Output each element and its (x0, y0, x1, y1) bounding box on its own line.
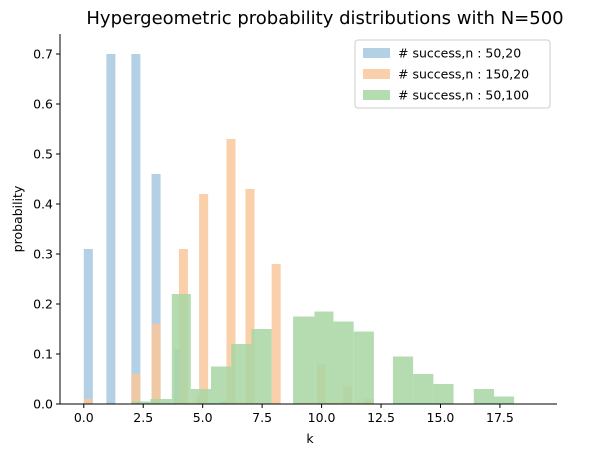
y-axis-label: probability (10, 185, 25, 252)
legend-label-2: # success,n : 150,20 (398, 67, 529, 82)
y-tick-label: 0.1 (33, 347, 53, 362)
x-tick-label: 15.0 (427, 410, 455, 425)
series-1-bar-3 (131, 54, 141, 404)
series-3-bar-11 (353, 331, 374, 404)
series-3-bar-16 (493, 396, 515, 404)
series-3-bar-9 (314, 311, 334, 404)
series-3-bar-4 (190, 389, 211, 404)
series-3-bar-7 (251, 329, 272, 404)
series-3-bar-14 (433, 384, 454, 404)
series-2-bar-8 (271, 264, 281, 404)
y-tick-label: 0.2 (33, 297, 53, 312)
x-tick-label: 0.0 (74, 410, 94, 425)
y-tick-label: 0.4 (33, 197, 53, 212)
x-tick-label: 12.5 (367, 410, 395, 425)
chart-legend: # success,n : 50,20 # success,n : 150,20 #… (354, 39, 551, 109)
y-tick-label: 0.5 (33, 147, 53, 162)
series-2-bar-6 (226, 139, 236, 404)
series-3-bar-13 (413, 374, 434, 404)
series-2-bar-7 (245, 189, 255, 404)
series-3-bars (131, 294, 515, 404)
legend-swatch-1 (363, 48, 390, 58)
y-tick-label: 0.3 (33, 247, 53, 262)
series-2-bar-5 (199, 194, 209, 404)
series-2-bar-3 (151, 324, 161, 404)
x-tick-label: 5.0 (193, 410, 213, 425)
legend-label-3: # success,n : 50,100 (398, 88, 529, 103)
x-axis-ticks: 0.0 2.5 5.0 7.5 10.0 12.5 15.0 17.5 (74, 404, 514, 425)
legend-swatch-3 (363, 90, 390, 100)
plot-bars (83, 54, 515, 404)
legend-swatch-2 (363, 69, 390, 79)
legend-frame (354, 39, 551, 109)
y-tick-label: 0.7 (33, 47, 53, 62)
chart-title: Hypergeometric probability distributions… (86, 8, 563, 29)
series-3-bar-6 (231, 344, 252, 404)
series-2-bar-1 (83, 399, 93, 404)
x-tick-label: 2.5 (133, 410, 153, 425)
series-3-bar-12 (392, 356, 414, 404)
series-3-bar-5 (211, 366, 232, 404)
series-3-bar-8 (293, 316, 315, 404)
series-1-bar-2 (106, 54, 116, 404)
y-axis-ticks: 0.0 0.1 0.2 0.3 0.4 0.5 0.6 0.7 (33, 47, 60, 412)
series-2-bar-2 (131, 374, 141, 404)
legend-label-1: # success,n : 50,20 (398, 46, 521, 61)
y-tick-label: 0.0 (33, 397, 53, 412)
series-1-bar-4 (151, 174, 161, 404)
series-3-bar-2 (150, 399, 172, 404)
x-tick-label: 10.0 (308, 410, 336, 425)
series-3-bar-3 (171, 294, 191, 404)
series-3-bar-10 (333, 321, 354, 404)
x-tick-label: 17.5 (486, 410, 514, 425)
series-3-bar-15 (473, 389, 494, 404)
x-axis-label: k (306, 431, 314, 446)
y-tick-label: 0.6 (33, 97, 53, 112)
series-1-bar-1 (83, 249, 93, 404)
x-tick-label: 7.5 (252, 410, 272, 425)
series-3-bar-1 (131, 401, 151, 404)
